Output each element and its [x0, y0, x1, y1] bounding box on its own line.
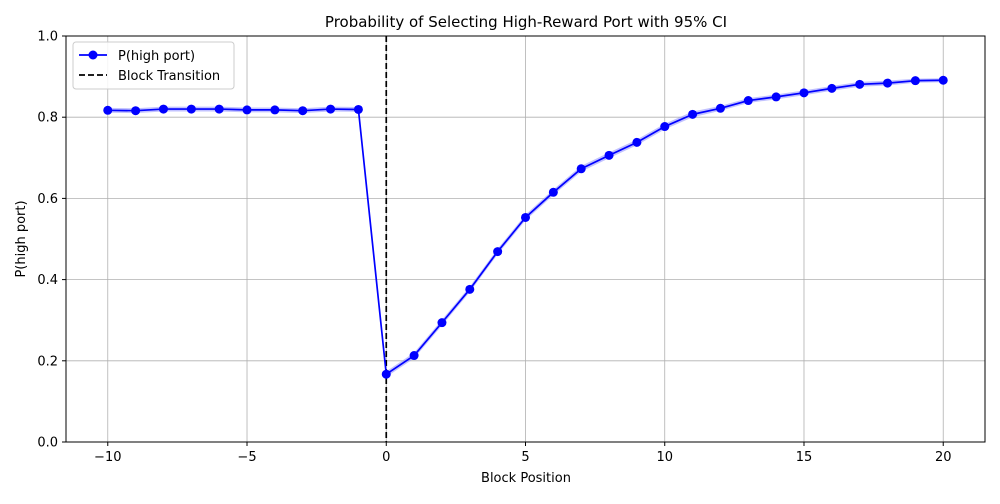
- y-tick-label: 0.4: [37, 273, 58, 288]
- y-tick-label: 0.2: [37, 354, 58, 369]
- data-point: [158, 104, 168, 114]
- y-tick-label: 0.6: [37, 192, 58, 207]
- x-tick-label: 15: [796, 450, 813, 465]
- data-point: [521, 212, 530, 222]
- data-point: [493, 247, 503, 257]
- data-point: [103, 105, 113, 115]
- data-point: [214, 104, 224, 114]
- x-tick-label: 0: [382, 450, 390, 465]
- data-point: [827, 83, 837, 93]
- data-point: [131, 106, 141, 116]
- y-tick-label: 0.8: [37, 111, 58, 126]
- data-point: [688, 109, 698, 119]
- data-point: [298, 106, 308, 116]
- series-layer: [103, 75, 948, 379]
- data-point: [548, 187, 558, 197]
- x-axis-ticks: −10 −5 0 5 10 15 20: [94, 442, 952, 465]
- data-point: [771, 92, 781, 102]
- data-point: [938, 75, 948, 85]
- y-axis-ticks: 0.0 0.2 0.4 0.6 0.8 1.0: [37, 30, 66, 451]
- data-point: [855, 79, 865, 89]
- data-point: [743, 96, 753, 106]
- legend-label-block-transition: Block Transition: [118, 69, 220, 84]
- y-axis-label: P(high port): [14, 200, 29, 277]
- x-tick-label: 10: [656, 450, 673, 465]
- y-tick-label: 0.0: [37, 436, 58, 451]
- legend-marker-series: [88, 50, 98, 60]
- data-point: [576, 164, 586, 174]
- data-point: [715, 103, 725, 113]
- x-tick-label: 20: [935, 450, 952, 465]
- x-axis-label: Block Position: [481, 471, 571, 486]
- y-tick-label: 1.0: [37, 30, 58, 45]
- data-point: [604, 150, 614, 160]
- data-point: [186, 104, 196, 114]
- data-point: [632, 137, 642, 147]
- data-point: [660, 122, 670, 132]
- data-point: [437, 318, 447, 328]
- chart-title: Probability of Selecting High-Reward Por…: [325, 13, 727, 31]
- data-point: [883, 78, 893, 88]
- x-tick-label: −10: [94, 450, 121, 465]
- data-point: [242, 105, 252, 115]
- data-point: [465, 284, 475, 294]
- data-point: [353, 104, 363, 114]
- legend-box: [72, 41, 235, 90]
- data-point: [270, 105, 280, 115]
- data-point: [326, 104, 336, 114]
- data-point: [409, 351, 419, 361]
- legend-label-series: P(high port): [118, 49, 195, 64]
- x-tick-label: −5: [237, 450, 256, 465]
- data-point: [381, 369, 391, 379]
- legend: P(high port) Block Transition: [72, 41, 235, 90]
- data-point: [799, 88, 809, 98]
- grid-lines: [66, 35, 985, 443]
- data-point: [910, 76, 920, 86]
- x-tick-label: 5: [521, 450, 529, 465]
